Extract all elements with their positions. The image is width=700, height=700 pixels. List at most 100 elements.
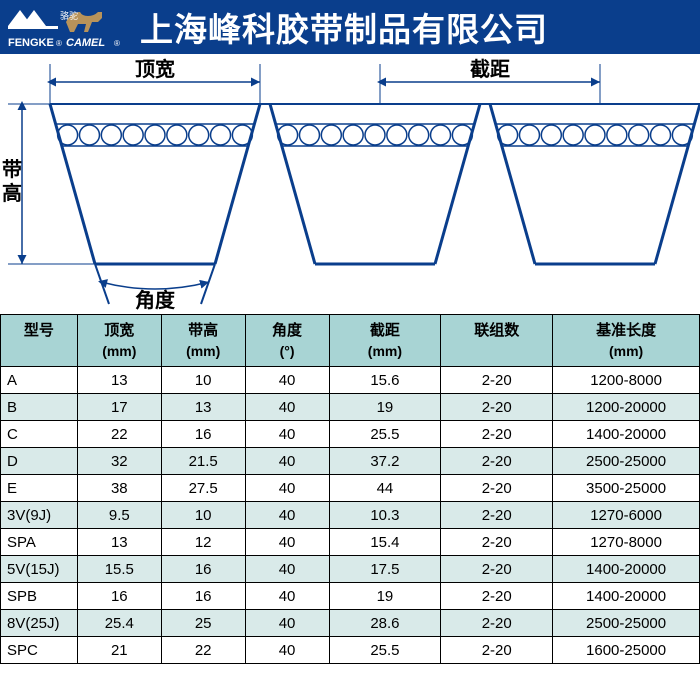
table-cell: 21 bbox=[77, 637, 161, 664]
svg-text:高: 高 bbox=[2, 181, 22, 205]
table-cell: 27.5 bbox=[161, 475, 245, 502]
svg-text:FENGKE: FENGKE bbox=[8, 37, 54, 49]
table-cell: 40 bbox=[245, 394, 329, 421]
spec-table-header: 型号 顶宽(mm)带高(mm)角度(°)截距(mm)联组数 基准长度(mm) bbox=[1, 315, 700, 367]
page-header: FENGKE 骆驼 CAMEL ® ® 上海峰科胶带制品有限公司 bbox=[0, 0, 700, 54]
table-cell: 40 bbox=[245, 637, 329, 664]
svg-text:截距: 截距 bbox=[470, 57, 510, 81]
col-header: 角度(°) bbox=[245, 315, 329, 367]
col-header: 截距(mm) bbox=[329, 315, 441, 367]
svg-text:顶宽: 顶宽 bbox=[135, 57, 175, 81]
table-cell: 32 bbox=[77, 448, 161, 475]
table-cell: 1600-25000 bbox=[553, 637, 700, 664]
table-cell: 25.5 bbox=[329, 421, 441, 448]
table-cell: 3V(9J) bbox=[1, 502, 78, 529]
table-cell: 37.2 bbox=[329, 448, 441, 475]
table-cell: 9.5 bbox=[77, 502, 161, 529]
table-row: B171340192-201200-20000 bbox=[1, 394, 700, 421]
svg-text:CAMEL: CAMEL bbox=[66, 37, 105, 49]
table-cell: 2-20 bbox=[441, 610, 553, 637]
table-cell: 2-20 bbox=[441, 448, 553, 475]
brand-logo-icon: FENGKE 骆驼 CAMEL ® ® bbox=[6, 4, 136, 50]
table-cell: 2-20 bbox=[441, 637, 553, 664]
table-cell: 40 bbox=[245, 421, 329, 448]
table-cell: 1270-8000 bbox=[553, 529, 700, 556]
table-cell: 5V(15J) bbox=[1, 556, 78, 583]
table-cell: 40 bbox=[245, 502, 329, 529]
table-row: E3827.540442-203500-25000 bbox=[1, 475, 700, 502]
belt-diagram-svg: 顶宽 截距带高角度 bbox=[0, 54, 700, 314]
table-cell: 40 bbox=[245, 367, 329, 394]
belt-diagram: 顶宽 截距带高角度 bbox=[0, 54, 700, 314]
table-cell: 10 bbox=[161, 502, 245, 529]
table-cell: 12 bbox=[161, 529, 245, 556]
table-cell: 21.5 bbox=[161, 448, 245, 475]
spec-table: 型号 顶宽(mm)带高(mm)角度(°)截距(mm)联组数 基准长度(mm) A… bbox=[0, 314, 700, 664]
table-row: 8V(25J)25.4254028.62-202500-25000 bbox=[1, 610, 700, 637]
table-cell: 1400-20000 bbox=[553, 583, 700, 610]
table-cell: 40 bbox=[245, 610, 329, 637]
table-cell: 2-20 bbox=[441, 421, 553, 448]
table-row: D3221.54037.22-202500-25000 bbox=[1, 448, 700, 475]
svg-text:带: 带 bbox=[2, 158, 22, 181]
table-cell: 15.6 bbox=[329, 367, 441, 394]
table-cell: 2-20 bbox=[441, 475, 553, 502]
svg-text:®: ® bbox=[56, 39, 62, 48]
table-cell: 2-20 bbox=[441, 556, 553, 583]
table-cell: 16 bbox=[161, 556, 245, 583]
table-cell: 2-20 bbox=[441, 367, 553, 394]
table-cell: 40 bbox=[245, 529, 329, 556]
company-name: 上海峰科胶带制品有限公司 bbox=[140, 3, 548, 51]
table-cell: 19 bbox=[329, 394, 441, 421]
table-cell: 16 bbox=[161, 583, 245, 610]
table-cell: 40 bbox=[245, 448, 329, 475]
table-cell: 2-20 bbox=[441, 583, 553, 610]
table-cell: E bbox=[1, 475, 78, 502]
table-cell: 2500-25000 bbox=[553, 448, 700, 475]
table-row: SPB161640192-201400-20000 bbox=[1, 583, 700, 610]
col-header: 型号 bbox=[1, 315, 78, 367]
table-cell: 19 bbox=[329, 583, 441, 610]
table-cell: 16 bbox=[77, 583, 161, 610]
table-row: 5V(15J)15.5164017.52-201400-20000 bbox=[1, 556, 700, 583]
table-cell: 22 bbox=[77, 421, 161, 448]
table-cell: B bbox=[1, 394, 78, 421]
table-cell: 3500-25000 bbox=[553, 475, 700, 502]
col-header: 基准长度(mm) bbox=[553, 315, 700, 367]
svg-text:®: ® bbox=[114, 39, 120, 48]
table-cell: 1200-8000 bbox=[553, 367, 700, 394]
table-row: SPC21224025.52-201600-25000 bbox=[1, 637, 700, 664]
table-cell: 10.3 bbox=[329, 502, 441, 529]
table-row: A13104015.62-201200-8000 bbox=[1, 367, 700, 394]
table-cell: 40 bbox=[245, 556, 329, 583]
table-cell: 25.5 bbox=[329, 637, 441, 664]
table-cell: 16 bbox=[161, 421, 245, 448]
table-cell: 1200-20000 bbox=[553, 394, 700, 421]
col-header: 顶宽(mm) bbox=[77, 315, 161, 367]
table-cell: 15.5 bbox=[77, 556, 161, 583]
svg-text:角度: 角度 bbox=[135, 288, 176, 312]
table-cell: SPC bbox=[1, 637, 78, 664]
table-cell: 22 bbox=[161, 637, 245, 664]
table-cell: 25.4 bbox=[77, 610, 161, 637]
table-cell: 17 bbox=[77, 394, 161, 421]
logo-block: FENGKE 骆驼 CAMEL ® ® bbox=[6, 0, 136, 54]
table-cell: 10 bbox=[161, 367, 245, 394]
table-cell: D bbox=[1, 448, 78, 475]
table-cell: 38 bbox=[77, 475, 161, 502]
table-cell: 1270-6000 bbox=[553, 502, 700, 529]
table-cell: 2-20 bbox=[441, 502, 553, 529]
table-cell: A bbox=[1, 367, 78, 394]
table-cell: SPB bbox=[1, 583, 78, 610]
table-row: 3V(9J)9.5104010.32-201270-6000 bbox=[1, 502, 700, 529]
table-cell: 2500-25000 bbox=[553, 610, 700, 637]
table-cell: 1400-20000 bbox=[553, 556, 700, 583]
table-cell: C bbox=[1, 421, 78, 448]
table-cell: 13 bbox=[161, 394, 245, 421]
table-cell: 40 bbox=[245, 475, 329, 502]
table-cell: 1400-20000 bbox=[553, 421, 700, 448]
table-cell: 17.5 bbox=[329, 556, 441, 583]
table-cell: 15.4 bbox=[329, 529, 441, 556]
table-row: C22164025.52-201400-20000 bbox=[1, 421, 700, 448]
table-cell: 8V(25J) bbox=[1, 610, 78, 637]
